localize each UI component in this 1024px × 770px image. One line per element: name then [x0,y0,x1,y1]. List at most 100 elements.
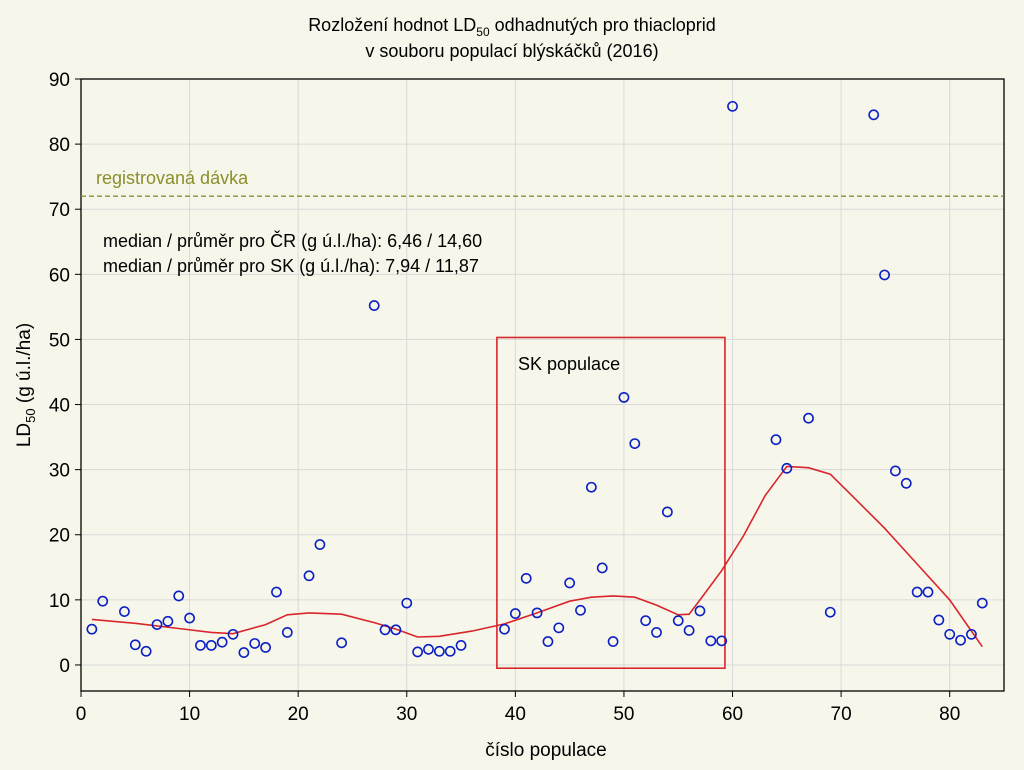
data-point [564,577,576,589]
data-point [596,562,608,574]
x-tick-label: 0 [76,704,87,725]
data-point [412,646,424,658]
data-point [705,635,717,647]
registered-dose-label: registrovaná dávka [96,168,249,188]
data-point [368,300,380,311]
y-axis-ticks: 0 10 20 30 40 50 60 70 80 90 [49,70,81,677]
data-point [433,645,445,657]
data-point [640,615,652,627]
data-point [281,627,293,638]
data-point [303,570,315,582]
data-point [661,506,673,518]
data-point [803,412,814,424]
y-tick-label: 10 [49,591,70,612]
data-point [651,627,662,638]
x-tick-label: 70 [831,704,852,725]
x-axis-label: číslo populace [485,740,606,761]
y-tick-label: 90 [49,70,70,91]
data-point [900,477,912,489]
data-point [683,625,695,636]
data-point [401,597,413,609]
y-axis-label-text: LD [14,423,35,447]
data-point [184,612,195,624]
y-tick-label: 70 [49,200,70,221]
data-point [911,586,923,598]
data-point [781,462,793,474]
y-tick-label: 0 [59,656,70,677]
y-axis-label: LD50 (g ú.l./ha) [14,323,38,447]
data-point [423,643,434,655]
data-point [770,434,782,446]
data-point [727,100,738,112]
x-tick-label: 30 [396,704,417,725]
data-point [694,605,706,617]
data-point [97,595,109,607]
data-point [205,640,217,651]
y-tick-label: 60 [49,265,70,286]
data-point [553,622,565,634]
data-point [129,639,141,651]
chart-title-line-2: v souboru populací blýskáčků (2016) [365,41,658,61]
data-points [86,100,988,658]
data-point [390,624,402,636]
data-point [140,645,152,657]
plot-area-frame [80,78,1005,692]
sk-populations-box [496,336,726,670]
annotation-sk: median / průměr pro SK (g ú.l./ha): 7,94… [103,256,479,276]
y-axis-label-subscript: 50 [23,408,38,422]
y-tick-label: 40 [49,396,70,417]
x-tick-label: 80 [939,704,960,725]
data-point [955,634,966,646]
grid-lines [80,78,1004,691]
y-axis-label-unit: (g ú.l./ha) [14,323,35,409]
data-point [868,109,880,121]
data-point [824,606,836,618]
data-point [216,636,228,648]
data-point [716,635,728,647]
data-point [499,623,510,635]
data-point [890,465,901,477]
data-point [618,391,630,403]
data-point [260,641,271,653]
x-tick-label: 60 [722,704,743,725]
data-point [227,628,239,640]
data-point [966,628,977,640]
data-point [379,624,391,636]
chart-title-subscript: 50 [476,25,490,39]
y-tick-label: 50 [49,330,70,351]
data-point [879,269,890,281]
data-point [976,597,988,609]
data-point [629,438,641,449]
data-point [336,637,348,649]
data-point [922,586,934,598]
chart-title-text-end: odhadnutých pro thiacloprid [490,15,716,35]
data-point [271,586,282,598]
smoothed-trend-line [91,465,983,648]
data-point [238,647,250,658]
data-point [933,614,945,626]
data-point [162,615,174,627]
x-tick-label: 50 [613,704,634,725]
x-tick-label: 10 [179,704,200,725]
annotation-cr: median / průměr pro ČR (g ú.l./ha): 6,46… [103,230,482,251]
y-tick-label: 30 [49,461,70,482]
data-point [151,619,163,630]
data-point [944,628,956,640]
y-tick-label: 80 [49,135,70,156]
data-point [509,608,521,619]
data-point [542,636,554,647]
chart-title-line-1: Rozložení hodnot LD50 odhadnutých pro th… [308,15,716,39]
data-point [607,636,619,647]
data-point [173,590,185,602]
data-point [672,615,684,627]
x-axis-ticks: 0 10 20 30 40 50 60 70 80 [76,691,960,725]
data-point [86,623,98,635]
data-point [314,539,326,550]
y-tick-label: 20 [49,526,70,547]
data-point [444,645,456,657]
data-point [455,640,467,651]
data-point [585,481,597,493]
data-point [119,606,130,617]
data-point [249,638,261,649]
